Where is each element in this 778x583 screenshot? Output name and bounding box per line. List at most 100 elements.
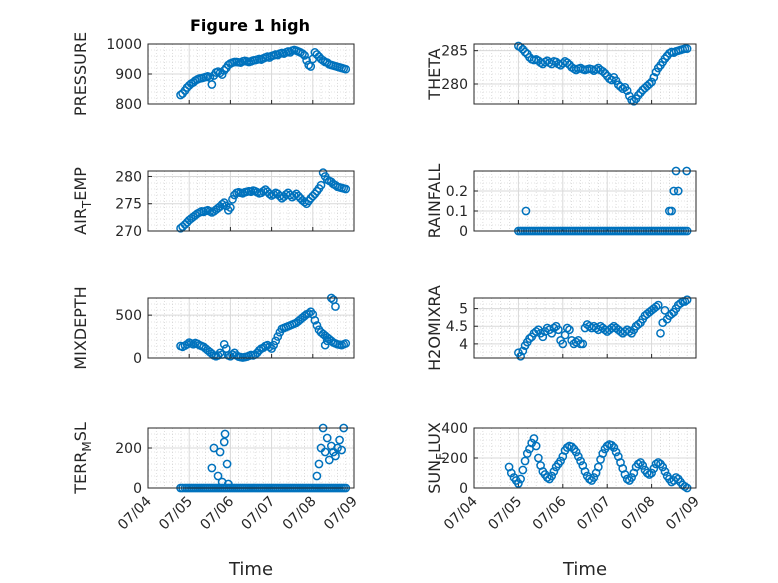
series-markers (514, 41, 692, 106)
data-point (273, 332, 283, 341)
data-point (538, 332, 548, 342)
data-point (676, 298, 685, 308)
data-point (558, 339, 568, 349)
figure-title: Figure 1 high (190, 16, 310, 35)
data-point (271, 336, 281, 346)
data-point (217, 70, 227, 79)
data-point (649, 72, 659, 82)
data-point (518, 465, 528, 475)
data-point (667, 206, 676, 216)
data-point (220, 429, 230, 439)
y-axis-label-tail: LUX (425, 422, 444, 453)
y-tick-label: 900 (115, 67, 142, 83)
data-point (331, 451, 340, 461)
data-point (337, 445, 346, 455)
data-point (318, 56, 328, 65)
data-point (335, 435, 344, 445)
data-point (521, 206, 531, 216)
y-axis-label: SUNFLUX (425, 422, 448, 494)
series-markers (176, 168, 351, 233)
panel-5: 0 500 MIXDEPTH (71, 286, 355, 370)
data-point (314, 459, 324, 469)
data-point (304, 309, 314, 318)
data-point (265, 342, 274, 352)
y-tick-label: 285 (441, 44, 468, 60)
data-point (607, 440, 616, 450)
data-point (645, 79, 654, 89)
data-point (207, 80, 217, 89)
series-markers (176, 293, 351, 362)
data-point (549, 323, 559, 333)
x-tick-label: 07/04 (115, 493, 155, 533)
axes-box (473, 43, 697, 105)
data-point (653, 300, 663, 310)
axes-box (473, 427, 697, 489)
data-point (219, 339, 229, 349)
data-point (312, 471, 322, 481)
y-tick-label: 275 (115, 197, 142, 213)
data-point (616, 82, 625, 92)
y-tick-label: 5 (459, 302, 468, 318)
data-point (312, 321, 322, 330)
y-tick-label: 500 (115, 308, 142, 324)
x-axis-label: Time (562, 559, 607, 580)
data-point (217, 199, 227, 209)
x-tick-label: 07/06 (197, 493, 237, 533)
data-point (506, 468, 516, 478)
axes-box (147, 43, 355, 105)
data-point (333, 443, 342, 453)
data-point (514, 479, 523, 488)
y-tick-label: 0 (459, 224, 468, 240)
data-point (647, 468, 656, 478)
y-axis-label: THETA (425, 48, 444, 100)
data-point (522, 449, 532, 458)
y-axis-label-main: AIR (71, 208, 90, 235)
y-axis-label: TERRMSL (71, 422, 94, 495)
data-point (554, 325, 563, 335)
data-point (324, 455, 334, 465)
y-tick-label: 0.2 (446, 184, 468, 200)
data-point (285, 190, 295, 200)
data-point (304, 60, 314, 70)
data-point (320, 447, 330, 457)
x-tick-label: 07/08 (619, 494, 659, 534)
y-axis-label-sub: F (434, 453, 448, 460)
axes-box (147, 170, 355, 232)
data-point (341, 64, 351, 74)
y-tick-label: 0 (133, 351, 142, 367)
data-point (176, 90, 185, 100)
y-tick-label: 0.1 (446, 204, 468, 220)
data-point (226, 203, 235, 212)
data-point (529, 434, 539, 443)
axes-box (147, 297, 355, 359)
data-point (320, 340, 330, 350)
data-point (656, 328, 665, 338)
y-axis-label: AIRTEMP (71, 167, 94, 235)
y-axis-label-main: SUN (425, 460, 444, 494)
y-tick-label: 200 (115, 441, 142, 457)
data-point (669, 186, 679, 196)
data-point (556, 456, 565, 466)
x-tick-label: 07/07 (574, 494, 614, 534)
axes-box (473, 170, 697, 232)
data-point (269, 340, 279, 350)
data-point (219, 437, 229, 447)
series-markers (176, 45, 351, 100)
data-point (627, 473, 636, 482)
data-point (609, 443, 619, 452)
data-point (573, 452, 583, 461)
data-point (578, 339, 588, 349)
data-point (213, 471, 223, 481)
data-point (222, 459, 232, 469)
data-point (567, 442, 577, 452)
y-tick-label: 280 (441, 77, 468, 93)
x-axis-label: Time (228, 559, 273, 580)
data-point (547, 328, 557, 338)
data-point (516, 474, 525, 484)
y-axis-label-sub: T (80, 200, 94, 209)
data-point (300, 197, 309, 207)
